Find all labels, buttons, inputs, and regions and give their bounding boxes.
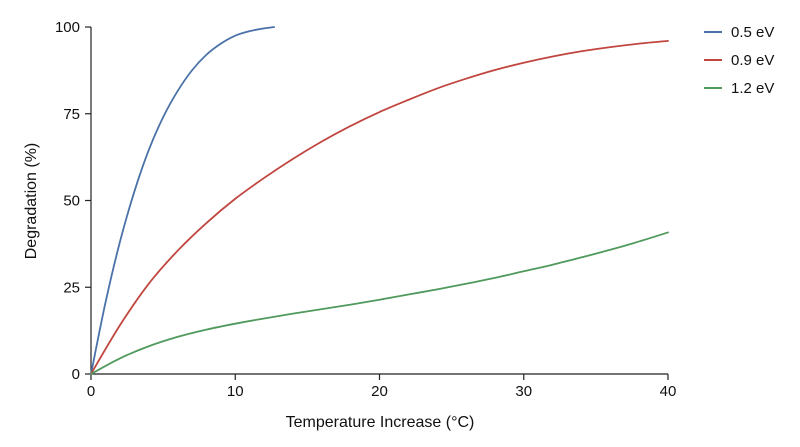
plot-area: 0 10 20 30 40 0 25 50 75 100 0.5 eV 0.9 eV 1.2 eV (55, 19, 774, 400)
y-tick-label: 25 (63, 279, 80, 296)
x-axis-title: Temperature Increase (°C) (286, 414, 475, 431)
legend-label: 0.5 eV (731, 24, 774, 41)
x-tick-label: 40 (660, 383, 677, 400)
x-tick-label: 0 (87, 383, 95, 400)
y-tick-label: 0 (72, 366, 80, 383)
x-tick-label: 10 (227, 383, 244, 400)
y-tick-label: 100 (55, 19, 80, 36)
y-tick-label: 50 (63, 193, 80, 210)
series-line-0-5-ev (90, 26, 276, 375)
series-line-1-2-ev (90, 231, 669, 375)
series-line-0-9-ev (90, 39, 669, 375)
x-tick-label: 30 (515, 383, 532, 400)
y-axis-title: Degradation (%) (23, 143, 40, 260)
y-tick-label: 75 (63, 106, 80, 123)
x-tick-label: 20 (371, 383, 388, 400)
legend-label: 0.9 eV (731, 52, 774, 69)
legend-label: 1.2 eV (731, 80, 774, 97)
